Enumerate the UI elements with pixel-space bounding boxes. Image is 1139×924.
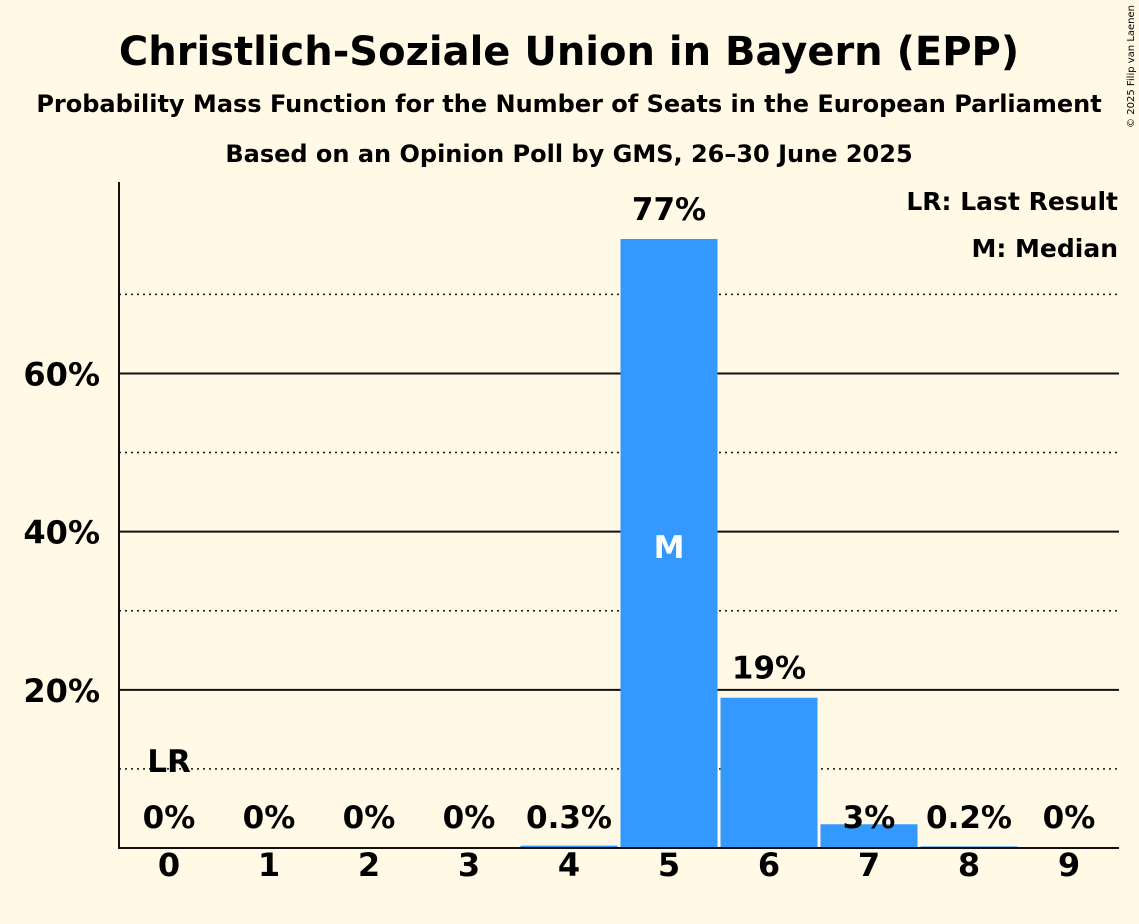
- bar-labels: 0% 0% 0% 0% 0.3% 77% 19% 3% 0.2% 0%: [143, 192, 1096, 836]
- bar-value-label-8: 0.2%: [926, 800, 1012, 836]
- x-tick-label-3: 3: [458, 846, 480, 884]
- x-tick-label-6: 6: [758, 846, 780, 884]
- bar-seat-5: [620, 239, 718, 848]
- y-tick-label-20: 20%: [23, 672, 100, 710]
- chart-subtitle-poll: Based on an Opinion Poll by GMS, 26–30 J…: [225, 140, 912, 168]
- grid-lines: [119, 293, 1119, 770]
- bar-seat-7: [820, 824, 918, 848]
- bar-seat-4: [520, 845, 618, 848]
- median-marker: M: [654, 530, 685, 566]
- bar-value-label-5: 77%: [632, 192, 706, 228]
- x-tick-label-1: 1: [258, 846, 280, 884]
- bar-value-label-3: 0%: [443, 800, 496, 836]
- legend-last-result: LR: Last Result: [906, 187, 1118, 216]
- y-axis-labels: 20% 40% 60%: [23, 355, 100, 709]
- x-axis-labels: 0 1 2 3 4 5 6 7 8 9: [158, 846, 1080, 884]
- x-tick-label-8: 8: [958, 846, 980, 884]
- bar-value-label-4: 0.3%: [526, 800, 612, 836]
- y-tick-label-60: 60%: [23, 355, 100, 393]
- bar-value-label-1: 0%: [243, 800, 296, 836]
- bar-seat-6: [720, 697, 818, 848]
- bar-value-label-7: 3%: [843, 800, 896, 836]
- bar-value-label-0: 0%: [143, 800, 196, 836]
- y-tick-label-40: 40%: [23, 514, 100, 552]
- x-tick-label-4: 4: [558, 846, 580, 884]
- x-tick-label-9: 9: [1058, 846, 1080, 884]
- x-tick-label-0: 0: [158, 846, 180, 884]
- last-result-marker: LR: [147, 744, 191, 780]
- chart-title: Christlich-Soziale Union in Bayern (EPP): [119, 29, 1019, 75]
- bar-value-label-2: 0%: [343, 800, 396, 836]
- x-tick-label-2: 2: [358, 846, 380, 884]
- chart-subtitle: Probability Mass Function for the Number…: [36, 90, 1101, 118]
- bar-value-label-6: 19%: [732, 651, 806, 687]
- bar-value-label-9: 0%: [1043, 800, 1096, 836]
- copyright-note: © 2025 Filip van Laenen: [1126, 5, 1137, 128]
- x-tick-label-7: 7: [858, 846, 880, 884]
- markers: LR M: [147, 530, 684, 780]
- bars: [520, 239, 1018, 848]
- x-tick-label-5: 5: [658, 846, 680, 884]
- legend-median: M: Median: [971, 234, 1118, 263]
